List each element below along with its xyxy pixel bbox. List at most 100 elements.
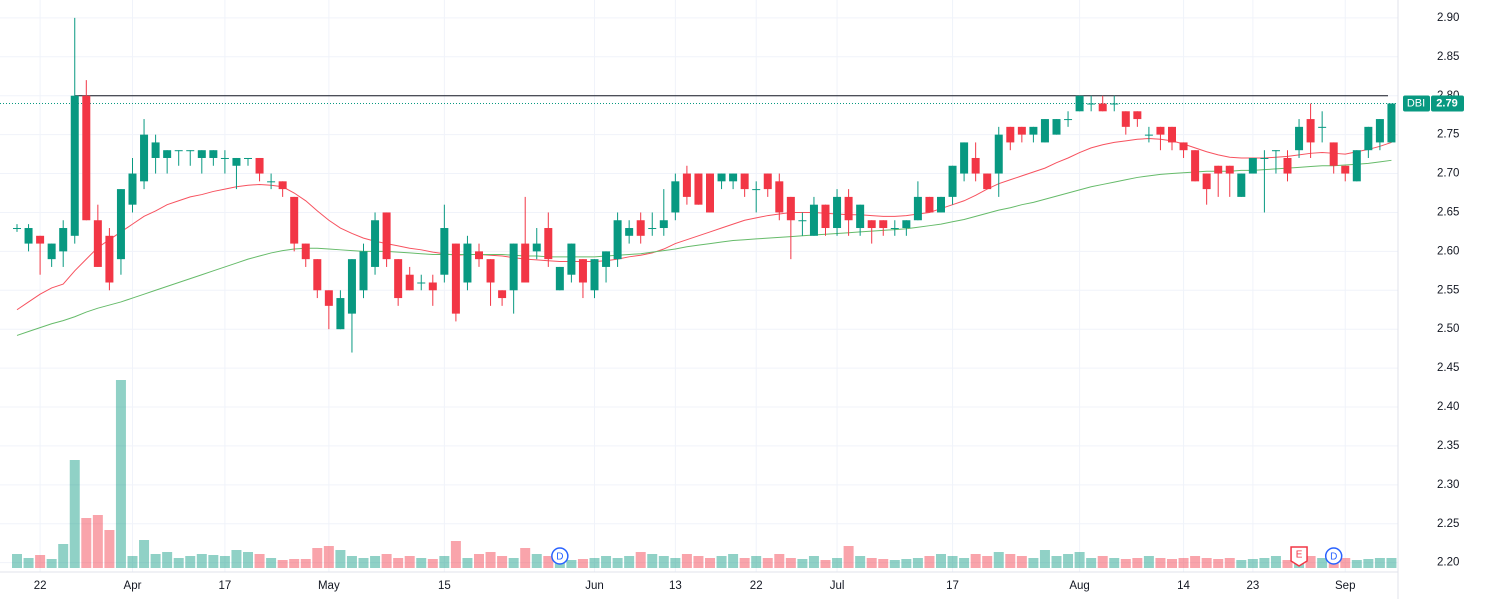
candle-body: [1375, 119, 1384, 143]
candle-body: [509, 243, 518, 291]
volume-bar: [439, 556, 450, 568]
volume-bar: [762, 558, 773, 568]
x-tick-label: 22: [750, 580, 763, 592]
candle-body: [521, 243, 530, 283]
volume-bar: [1178, 558, 1189, 568]
candle-body: [174, 150, 183, 152]
candle-body: [717, 173, 726, 182]
x-tick-label: 17: [946, 580, 959, 592]
candle-body: [232, 157, 241, 166]
volume-bar: [404, 556, 415, 568]
volume-bar: [624, 556, 635, 568]
candle-body: [798, 220, 807, 222]
x-tick-label: 13: [669, 580, 682, 592]
candle-body: [417, 282, 426, 284]
volume-bar: [1247, 559, 1258, 568]
candle-body: [983, 173, 992, 190]
volume-bar: [1028, 558, 1039, 568]
candle-body: [82, 95, 91, 221]
volume-bar: [658, 556, 669, 568]
volume-bar: [1236, 560, 1247, 568]
price-pane: [0, 17, 1398, 353]
candle-body: [648, 228, 657, 230]
candle-body: [856, 204, 865, 229]
volume-bar: [485, 552, 496, 568]
volume-bar: [1201, 558, 1212, 568]
candle-body: [1110, 103, 1119, 105]
y-tick-label: 2.30: [1437, 479, 1459, 491]
volume-bar: [1086, 558, 1097, 568]
earnings-marker: [1290, 546, 1308, 567]
volume-bar: [1317, 558, 1328, 568]
candle-body: [1237, 173, 1246, 197]
y-tick-label: 2.45: [1437, 362, 1459, 374]
volume-bar: [635, 552, 646, 568]
candle-body: [197, 150, 206, 158]
volume-bar: [416, 558, 427, 568]
candle-body: [244, 157, 252, 159]
volume-bar: [127, 556, 138, 568]
volume-bar: [843, 546, 854, 568]
volume-bar: [959, 558, 970, 568]
volume-bar: [820, 560, 831, 568]
candle-body: [1202, 173, 1211, 190]
volume-bar: [589, 558, 600, 568]
candle-body: [1098, 103, 1107, 112]
candle-body: [682, 173, 691, 197]
candle-body: [544, 228, 553, 260]
y-tick-label: 2.60: [1437, 245, 1459, 257]
candle-body: [602, 251, 611, 267]
candle-body: [313, 259, 322, 291]
volume-bar: [808, 556, 819, 568]
candle-body: [1121, 111, 1130, 127]
candle-body: [59, 228, 68, 252]
candle-body: [1168, 126, 1176, 143]
volume-bar: [1039, 550, 1050, 568]
volume-bar: [139, 540, 150, 568]
moving-average: [16, 159, 1392, 336]
candle-body: [1271, 150, 1280, 152]
volume-bar: [381, 554, 392, 568]
volume-bar: [601, 556, 612, 568]
volume-bar: [1097, 556, 1108, 568]
candle-body: [290, 196, 299, 244]
volume-bar: [208, 555, 219, 568]
candle-body: [809, 204, 818, 236]
candle-body: [1352, 150, 1361, 182]
price-tag: [1431, 95, 1464, 112]
candle-body: [925, 196, 934, 213]
volume-bar: [346, 556, 357, 568]
volume-bar: [462, 558, 473, 568]
candle-body: [532, 243, 541, 252]
volume-bar: [797, 559, 808, 568]
volume-bar: [1374, 558, 1385, 568]
event-label: D: [1330, 552, 1337, 563]
volume-bar: [612, 558, 623, 568]
volume-bar: [832, 558, 843, 568]
candle-body: [971, 157, 980, 174]
volume-bar: [1074, 552, 1085, 568]
candle-body: [1329, 142, 1338, 166]
volume-bar: [427, 559, 438, 568]
volume-bar: [1363, 559, 1374, 568]
volume-bar: [104, 530, 115, 568]
candle-body: [1225, 165, 1234, 174]
candle-body: [1052, 119, 1061, 135]
volume-bar: [912, 558, 923, 568]
event-label: D: [556, 552, 563, 563]
y-tick-label: 2.55: [1437, 284, 1459, 296]
volume-bar: [670, 558, 681, 568]
x-tick-label: 15: [438, 580, 451, 592]
volume-bar: [312, 548, 323, 568]
candle-body: [763, 173, 772, 190]
candle-body: [786, 196, 795, 221]
volume-bar: [1155, 558, 1166, 568]
volume-bar: [243, 552, 253, 568]
volume-bar: [947, 556, 958, 568]
candle-body: [902, 220, 911, 229]
candle-body: [1029, 126, 1038, 135]
symbol-tag: [1403, 95, 1430, 112]
event-label: E: [1296, 550, 1303, 561]
candle-body: [890, 228, 899, 230]
candle-body: [116, 189, 125, 260]
